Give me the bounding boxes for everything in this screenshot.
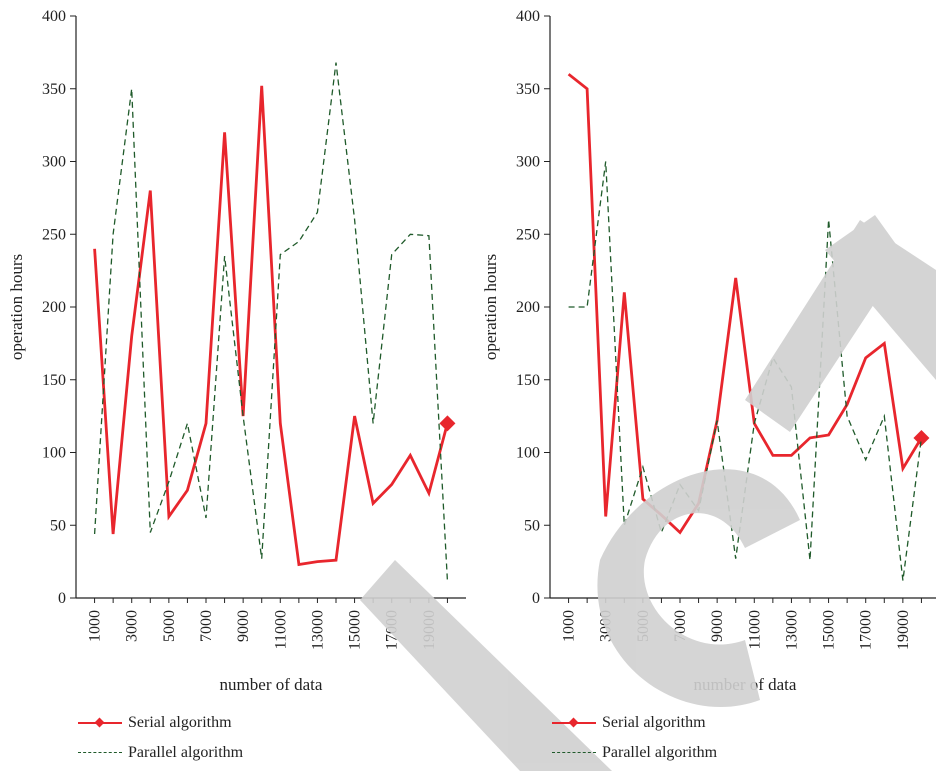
y-tick-label: 200 bbox=[42, 299, 66, 316]
y-tick-label: 50 bbox=[524, 517, 540, 534]
y-tick-label: 300 bbox=[42, 154, 66, 171]
x-tick-label: 19000 bbox=[421, 610, 438, 650]
legend-label-serial: Serial algorithm bbox=[128, 714, 232, 731]
y-tick-label: 400 bbox=[42, 8, 66, 25]
y-tick-label: 250 bbox=[42, 226, 66, 243]
y-tick-label: 250 bbox=[516, 226, 540, 243]
x-tick-label: 11000 bbox=[272, 610, 289, 649]
x-tick-label: 11000 bbox=[746, 610, 763, 649]
x-tick-label: 17000 bbox=[384, 610, 401, 650]
chart-left: 0 50 100 150 200 250 300 350 400 1000 3000 5000 7000… bbox=[7, 8, 466, 694]
x-tick-label: 7000 bbox=[672, 610, 689, 642]
y-axis-title: operation hours bbox=[481, 254, 500, 360]
y-tick-label: 100 bbox=[516, 445, 540, 462]
y-tick-label: 100 bbox=[42, 445, 66, 462]
serial-line-swatch-icon bbox=[552, 716, 596, 730]
legend-label-parallel: Parallel algorithm bbox=[128, 744, 244, 761]
serial-end-diamond-marker bbox=[439, 415, 456, 432]
x-tick-label: 7000 bbox=[198, 610, 215, 642]
y-tick-label: 50 bbox=[50, 517, 66, 534]
legend-item-parallel: Parallel algorithm bbox=[552, 738, 717, 768]
x-tick-label: 15000 bbox=[347, 610, 364, 650]
x-tick-label: 1000 bbox=[87, 610, 104, 642]
serial-line-swatch-icon bbox=[78, 716, 122, 730]
series-line-parallel bbox=[568, 161, 923, 581]
y-tick-label: 300 bbox=[516, 154, 540, 171]
legend-item-parallel: Parallel algorithm bbox=[78, 738, 243, 768]
y-tick-label: 200 bbox=[516, 299, 540, 316]
y-tick-label: 150 bbox=[516, 372, 540, 389]
x-axis-title: number of data bbox=[220, 675, 323, 694]
x-tick-label: 1000 bbox=[561, 610, 578, 642]
legend-item-serial: Serial algorithm bbox=[552, 708, 717, 738]
series-line-serial bbox=[567, 73, 923, 535]
chart-right: 0 50 100 150 200 250 300 350 400 1000 3000 5000 7000… bbox=[481, 8, 936, 694]
y-tick-label: 400 bbox=[516, 8, 540, 25]
series-line-parallel bbox=[93, 62, 449, 581]
parallel-line-swatch-icon bbox=[78, 746, 122, 760]
x-tick-label: 5000 bbox=[161, 610, 178, 642]
legend-item-serial: Serial algorithm bbox=[78, 708, 243, 738]
parallel-line-swatch-icon bbox=[552, 746, 596, 760]
legend-label-parallel: Parallel algorithm bbox=[602, 744, 718, 761]
y-tick-label: 150 bbox=[42, 372, 66, 389]
x-axis-title: number of data bbox=[694, 675, 797, 694]
x-tick-label: 9000 bbox=[235, 610, 252, 642]
legend-right: Serial algorithm Parallel algorithm bbox=[552, 708, 717, 768]
y-tick-label: 350 bbox=[42, 81, 66, 98]
x-tick-label: 19000 bbox=[895, 610, 912, 650]
x-tick-label: 9000 bbox=[709, 610, 726, 642]
x-tick-label: 3000 bbox=[598, 610, 615, 642]
x-tick-label: 13000 bbox=[309, 610, 326, 650]
x-tick-label: 13000 bbox=[783, 610, 800, 650]
x-tick-label: 17000 bbox=[858, 610, 875, 650]
y-tick-label: 0 bbox=[58, 590, 66, 607]
y-axis-title: operation hours bbox=[7, 254, 26, 360]
y-tick-label: 350 bbox=[516, 81, 540, 98]
x-tick-label: 15000 bbox=[821, 610, 838, 650]
series-line-serial bbox=[93, 85, 449, 567]
y-tick-label: 0 bbox=[532, 590, 540, 607]
x-tick-label: 3000 bbox=[124, 610, 141, 642]
legend-label-serial: Serial algorithm bbox=[602, 714, 706, 731]
x-tick-label: 5000 bbox=[635, 610, 652, 642]
legend-left: Serial algorithm Parallel algorithm bbox=[78, 708, 243, 768]
